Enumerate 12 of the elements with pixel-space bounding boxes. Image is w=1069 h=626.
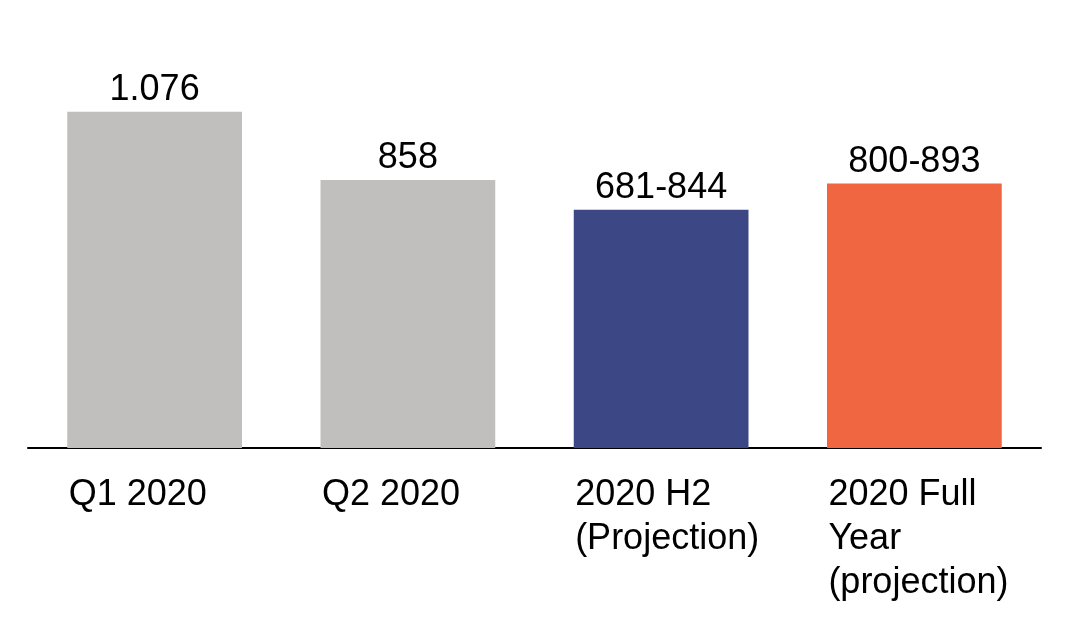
x-tick-label: Q2 2020: [321, 471, 460, 513]
bar: [573, 209, 749, 448]
data-label: 1.076: [109, 67, 200, 109]
bar: [827, 183, 1002, 448]
x-tick-label: Q1 2020: [68, 471, 207, 513]
data-label: 681-844: [595, 165, 728, 207]
data-label: 800-893: [848, 138, 981, 180]
x-tick-label: 2020 Full Year (projection): [828, 471, 1009, 601]
bar: [67, 111, 242, 448]
data-label: 858: [377, 135, 438, 177]
bar: [320, 179, 496, 448]
x-tick-label: 2020 H2 (Projection): [575, 471, 760, 557]
